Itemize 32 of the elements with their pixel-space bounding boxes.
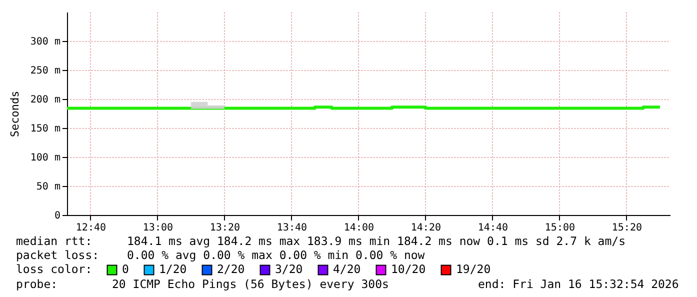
legend-title: loss color: <box>16 262 92 276</box>
x-tick-label: 12:40 <box>76 222 106 234</box>
y-tick-label: 200 m <box>30 94 60 106</box>
text: packet loss: <box>16 248 100 262</box>
y-tick-label: 50 m <box>36 182 60 192</box>
text: end: Fri Jan 16 15:32:54 2026 <box>478 277 679 291</box>
x-tick-label: 15:20 <box>612 222 642 234</box>
legend-label: 19/20 <box>456 262 491 276</box>
x-tick-label: 14:00 <box>344 222 374 234</box>
text: median rtt: <box>16 234 92 248</box>
text: probe: <box>16 277 58 291</box>
legend-label: 3/20 <box>275 262 303 276</box>
x-tick-label: 13:00 <box>142 222 174 234</box>
x-tick-label: 15:00 <box>544 222 576 234</box>
x-tick-label: 13:40 <box>276 222 308 234</box>
legend-label: 4/20 <box>333 262 361 276</box>
x-tick-label: 14:40 <box>478 222 508 234</box>
y-tick-label: 0 <box>54 210 60 222</box>
legend-label: 0 <box>122 262 129 276</box>
y-tick-label: 100 m <box>30 152 60 164</box>
text: 184.1 ms avg 184.2 ms max 183.9 ms min 184.2 ms now 0.1 ms sd 2.7 k am/s <box>127 234 626 248</box>
x-tick-label: 14:20 <box>410 222 441 234</box>
text: 0.00 % avg 0.00 % max 0.00 % min 0.00 % now <box>127 248 425 262</box>
legend-label: 10/20 <box>391 262 426 276</box>
legend-label: 2/20 <box>217 262 245 276</box>
y-axis-title: Seconds <box>8 90 22 138</box>
legend-label: 1/20 <box>159 262 187 276</box>
y-tick-label: 150 m <box>30 124 60 134</box>
y-tick-label: 250 m <box>30 66 60 76</box>
y-tick-label: 300 m <box>30 36 60 48</box>
x-tick-label: 13:20 <box>210 222 240 234</box>
text: 20 ICMP Echo Pings (56 Bytes) every 300s <box>112 277 389 291</box>
